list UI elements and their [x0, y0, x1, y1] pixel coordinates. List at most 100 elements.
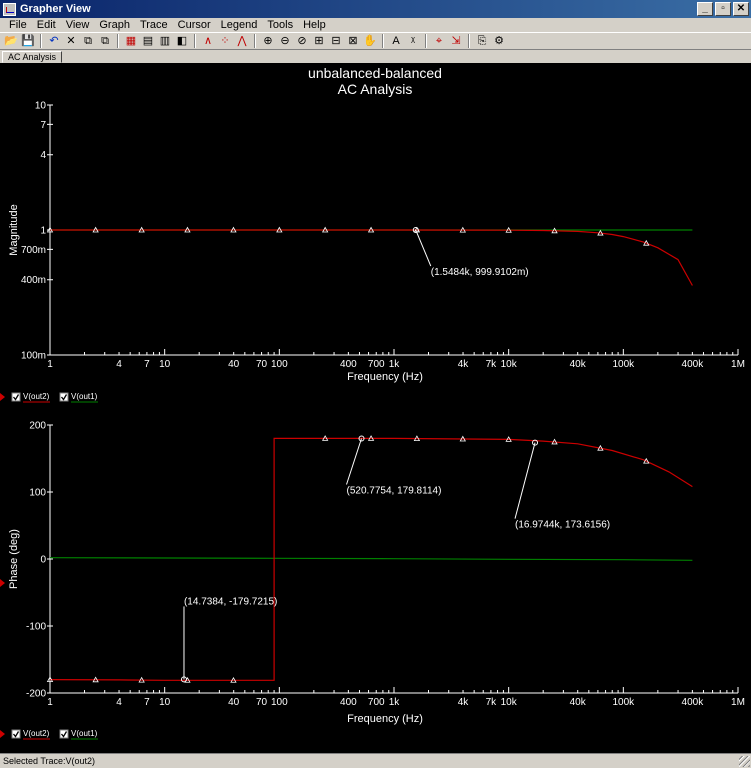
trace-marker — [459, 226, 466, 233]
trace-marker — [597, 444, 604, 451]
x-tick-label: 400k — [682, 359, 705, 370]
marker-icon[interactable]: ᵡ — [411, 35, 415, 47]
trace-marker — [551, 438, 558, 445]
minimize-button[interactable]: _ — [697, 2, 713, 16]
trace-marker — [138, 676, 145, 683]
x-tick-label: 1 — [47, 359, 53, 370]
toolbar-separator — [425, 34, 427, 48]
restore-button[interactable]: ▫ — [715, 2, 731, 16]
zoom-out-icon[interactable]: ⊖ — [280, 35, 290, 47]
series-line-vout1 — [49, 557, 693, 561]
x-tick-label: 7 — [144, 697, 150, 708]
undo-icon[interactable]: ↶ — [49, 35, 59, 47]
export-icon[interactable]: ⎘ — [477, 35, 487, 47]
pan-hand-icon[interactable]: ✋ — [363, 35, 377, 47]
y-tick-label: 100m — [21, 351, 46, 362]
legend-check-icon — [12, 394, 20, 401]
zoom-full-icon[interactable]: ⊠ — [348, 35, 358, 47]
close-button[interactable]: ✕ — [733, 2, 749, 16]
annotation-leader — [346, 438, 362, 485]
legend-label: V(out1) — [71, 729, 98, 738]
x-tick-label: 40 — [228, 359, 240, 370]
select-trace-icon[interactable]: ⇲ — [451, 35, 461, 47]
status-bar: Selected Trace:V(out2) — [0, 753, 751, 768]
save-icon[interactable]: 💾 — [21, 35, 35, 47]
annotation-label: (1.5484k, 999.9102m) — [431, 267, 529, 278]
trace-marker — [46, 676, 54, 682]
tab-strip: AC Analysis — [0, 51, 751, 63]
zoom-in-icon[interactable]: ⊕ — [263, 35, 273, 47]
zoom-area-icon[interactable]: ⊘ — [297, 35, 307, 47]
menu-graph[interactable]: Graph — [99, 19, 130, 31]
y-tick-label: -100 — [26, 622, 46, 633]
y-axis-label: Magnitude — [8, 204, 20, 255]
x-tick-label: 400 — [340, 359, 357, 370]
grid-icon[interactable]: ▦ — [125, 35, 137, 47]
trace-marker — [643, 239, 650, 246]
toolbar-separator — [382, 34, 384, 48]
x-tick-label: 10k — [501, 697, 518, 708]
status-text: Selected Trace:V(out2) — [3, 756, 96, 766]
trace-marker — [321, 435, 329, 441]
copy-icon[interactable]: ⧉ — [84, 35, 92, 47]
resize-grip-icon[interactable] — [739, 756, 750, 767]
legend-check-icon — [12, 731, 20, 738]
x-tick-label: 4 — [116, 697, 122, 708]
chart-title: unbalanced-balanced — [308, 65, 442, 81]
trace-marker — [184, 226, 191, 233]
x-tick-label: 40k — [570, 697, 587, 708]
y-tick-label: -200 — [26, 689, 46, 700]
annotation-point — [358, 435, 365, 442]
menu-file[interactable]: File — [9, 19, 27, 31]
plot-area: unbalanced-balanced AC Analysis 1 4 7 10 40 70 1… — [0, 63, 751, 753]
line-points-trace-icon[interactable]: ⋀ — [237, 35, 247, 47]
x-tick-label: 100k — [612, 697, 635, 708]
menu-legend[interactable]: Legend — [220, 19, 258, 31]
toolbar-separator — [194, 34, 196, 48]
tab-ac-analysis[interactable]: AC Analysis — [2, 51, 63, 63]
window-controls: _ ▫ ✕ — [697, 2, 749, 16]
x-tick-label: 1M — [731, 697, 745, 708]
layout-icon[interactable]: ◧ — [176, 35, 188, 47]
x-tick-label: 10 — [159, 697, 171, 708]
legend-checkbox[interactable] — [11, 392, 21, 402]
legend-label: V(out1) — [71, 392, 98, 401]
menu-cursor[interactable]: Cursor — [177, 19, 211, 31]
annotation-label: (16.9744k, 173.6156) — [515, 520, 610, 531]
open-icon[interactable]: 📂 — [4, 35, 18, 47]
menu-view[interactable]: View — [65, 19, 90, 31]
line-trace-icon[interactable]: ∧ — [203, 35, 213, 47]
menu-trace[interactable]: Trace — [139, 19, 168, 31]
zoom-y-icon[interactable]: ⊟ — [331, 35, 341, 47]
zoom-x-icon[interactable]: ⊞ — [314, 35, 324, 47]
table-icon[interactable]: ▤ — [142, 35, 154, 47]
legend-checkbox[interactable] — [59, 729, 69, 739]
columns-icon[interactable]: ▥ — [159, 35, 171, 47]
legend-checkbox[interactable] — [59, 392, 69, 402]
paste-icon[interactable]: ⧉ — [101, 35, 109, 47]
properties-icon[interactable]: ⚙ — [494, 35, 504, 47]
menu-help[interactable]: Help — [303, 19, 326, 31]
delete-icon[interactable]: ✕ — [66, 35, 76, 47]
x-tick-label: 1M — [731, 359, 745, 370]
cursor-indicator-icon — [0, 579, 5, 587]
trace-marker — [505, 226, 512, 233]
annotation-point — [532, 439, 539, 446]
trace-marker — [597, 229, 604, 236]
trace-marker — [92, 226, 99, 233]
cursor-icon[interactable]: ⌖ — [435, 35, 443, 47]
x-tick-label: 4k — [458, 359, 470, 370]
legend-check-icon — [60, 394, 68, 401]
x-tick-label: 100 — [271, 359, 288, 370]
points-trace-icon[interactable]: ⁘ — [220, 35, 230, 47]
x-tick-label: 70 — [256, 359, 268, 370]
menu-tools[interactable]: Tools — [267, 19, 294, 31]
trace-marker — [230, 676, 237, 683]
text-icon[interactable]: A — [392, 35, 400, 47]
trace-marker — [505, 436, 512, 442]
x-tick-label: 70 — [256, 697, 268, 708]
menu-edit[interactable]: Edit — [36, 19, 56, 31]
x-tick-label: 100k — [612, 359, 635, 370]
legend-checkbox[interactable] — [11, 729, 21, 739]
